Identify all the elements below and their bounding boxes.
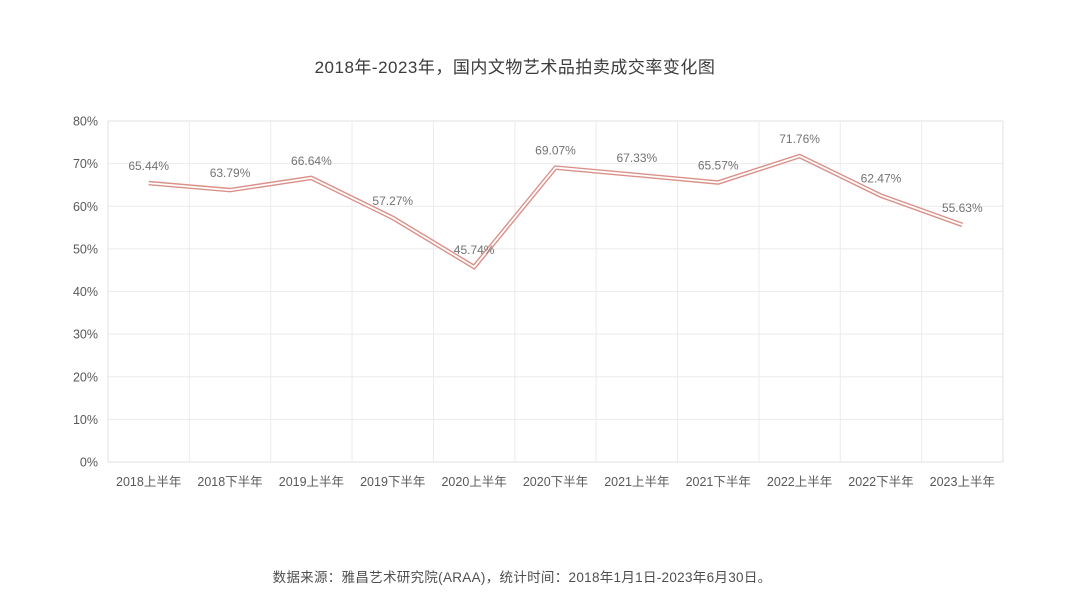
data-point-label: 62.47% (861, 172, 902, 186)
data-point-label: 63.79% (210, 166, 251, 180)
y-axis-tick-label: 70% (73, 157, 98, 171)
x-axis-tick-label: 2021上半年 (604, 475, 669, 489)
data-source-note: 数据来源：雅昌艺术研究院(ARAA)，统计时间：2018年1月1日-2023年6… (272, 570, 772, 585)
y-axis-tick-label: 0% (80, 456, 98, 470)
data-point-label: 69.07% (535, 144, 576, 158)
data-point-label: 67.33% (617, 151, 658, 165)
x-axis-tick-label: 2021下半年 (686, 475, 751, 489)
y-axis-tick-label: 50% (73, 242, 98, 256)
x-axis-tick-label: 2019上半年 (279, 475, 344, 489)
data-point-label: 66.64% (291, 154, 332, 168)
data-point-label: 65.44% (128, 159, 169, 173)
y-axis-tick-label: 20% (73, 370, 98, 384)
x-axis-tick-label: 2018下半年 (197, 475, 262, 489)
x-axis-tick-label: 2020上半年 (441, 475, 506, 489)
y-axis-tick-label: 10% (73, 413, 98, 427)
data-point-label: 71.76% (779, 132, 820, 146)
data-point-label: 65.57% (698, 159, 739, 173)
y-axis-tick-label: 60% (73, 200, 98, 214)
series-line-inner (148, 155, 963, 269)
x-axis-tick-label: 2019下半年 (360, 475, 425, 489)
data-point-label: 55.63% (942, 201, 983, 215)
y-axis-tick-label: 80% (73, 115, 98, 129)
chart-title: 2018年-2023年，国内文物艺术品拍卖成交率变化图 (314, 58, 716, 77)
y-axis-tick-label: 40% (73, 285, 98, 299)
x-axis-tick-label: 2018上半年 (116, 475, 181, 489)
data-point-label: 57.27% (372, 194, 413, 208)
x-axis-tick-label: 2022上半年 (767, 475, 832, 489)
x-axis-tick-label: 2020下半年 (523, 475, 588, 489)
x-axis-tick-label: 2023上半年 (930, 475, 995, 489)
y-axis-tick-label: 30% (73, 328, 98, 342)
data-point-label: 45.74% (454, 243, 495, 257)
x-axis-tick-label: 2022下半年 (848, 475, 913, 489)
